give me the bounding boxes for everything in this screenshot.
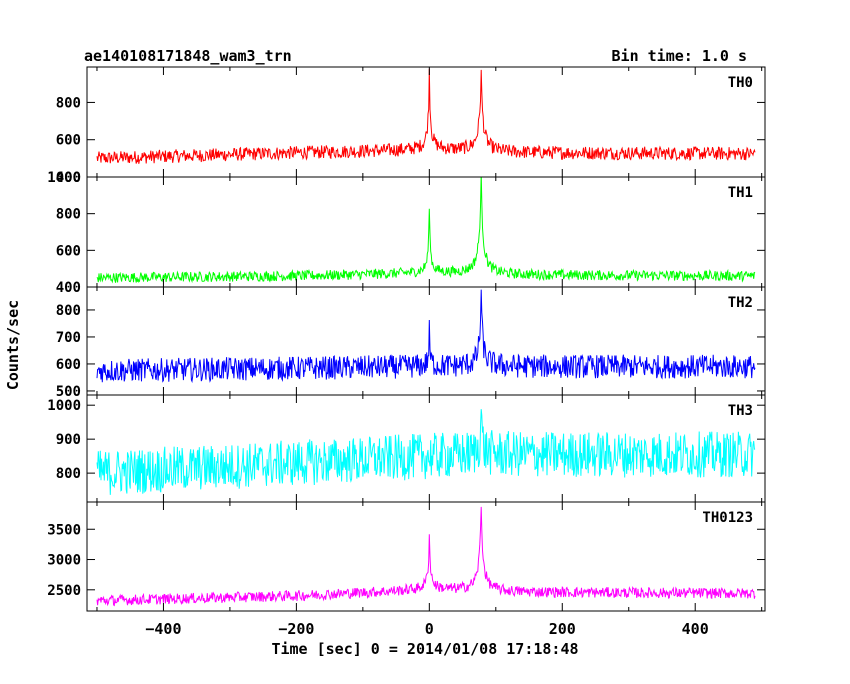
bin-time-label: Bin time: 1.0 s bbox=[612, 47, 747, 65]
series-line-th0123 bbox=[96, 506, 756, 607]
y-tick-label: 800 bbox=[56, 303, 81, 319]
y-tick-label: 1000 bbox=[47, 398, 81, 414]
panel-frame-th3 bbox=[86, 394, 766, 503]
series-line-th1 bbox=[96, 177, 756, 284]
panels-group: TH0 400 600 800 TH1 400 600 800 1000 TH2 500 600 700… bbox=[47, 66, 766, 638]
y-tick-label: 800 bbox=[56, 207, 81, 223]
panel-frame-th0 bbox=[86, 66, 766, 178]
series-line-th3 bbox=[96, 409, 756, 495]
x-tick-label: −200 bbox=[278, 620, 314, 638]
panel-label: TH2 bbox=[728, 295, 753, 311]
y-tick-label: 600 bbox=[56, 357, 81, 373]
y-tick-label: 800 bbox=[56, 466, 81, 482]
x-axis-label: Time [sec] 0 = 2014/01/08 17:18:48 bbox=[271, 640, 578, 658]
panel-label: TH1 bbox=[728, 185, 753, 201]
panel-label: TH0123 bbox=[702, 510, 753, 526]
x-tick-label: −400 bbox=[145, 620, 181, 638]
panel-frame-th2 bbox=[86, 286, 766, 396]
y-tick-label: 800 bbox=[56, 95, 81, 111]
y-tick-label: 1000 bbox=[47, 170, 81, 186]
series-line-th0 bbox=[96, 68, 756, 164]
y-tick-label: 3500 bbox=[47, 522, 81, 538]
panel-frame-th0123 bbox=[86, 501, 766, 612]
y-tick-label: 900 bbox=[56, 432, 81, 448]
x-tick-label: 0 bbox=[425, 620, 434, 638]
y-tick-label: 700 bbox=[56, 330, 81, 346]
y-tick-label: 500 bbox=[56, 384, 81, 400]
y-tick-label: 400 bbox=[56, 280, 81, 296]
chart-title: ae140108171848_wam3_trn bbox=[84, 47, 292, 65]
y-tick-label: 3000 bbox=[47, 553, 81, 569]
y-axis-label: Counts/sec bbox=[4, 300, 22, 390]
panel-frame-th1 bbox=[86, 176, 766, 288]
x-tick-label: 400 bbox=[682, 620, 709, 638]
panel-label: TH0 bbox=[728, 75, 753, 91]
series-line-th2 bbox=[96, 289, 756, 384]
y-tick-label: 600 bbox=[56, 243, 81, 259]
y-tick-label: 2500 bbox=[47, 583, 81, 599]
panel-label: TH3 bbox=[728, 403, 753, 419]
y-tick-label: 600 bbox=[56, 133, 81, 149]
x-tick-label: 200 bbox=[549, 620, 576, 638]
y-tick-label: 400 bbox=[56, 170, 81, 186]
